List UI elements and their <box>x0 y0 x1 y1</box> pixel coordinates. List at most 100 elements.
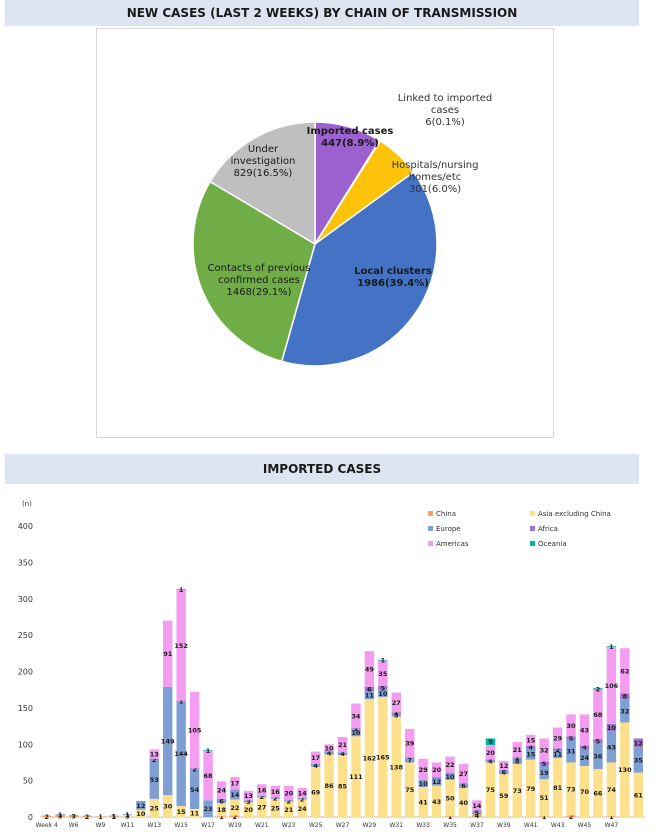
bar-segment <box>552 750 563 759</box>
bar-segment <box>378 660 388 687</box>
bar-data-label: 2 <box>286 797 291 805</box>
bar-segment <box>284 801 294 817</box>
pie-label: Under investigation 829(16.5%) <box>231 144 296 179</box>
pie-label-name: Under <box>248 144 279 155</box>
bar-data-label: 6 <box>367 685 372 693</box>
bar-data-label: 162 <box>363 755 377 763</box>
bar-data-label: 4 <box>528 744 533 752</box>
bar-segment <box>391 716 401 817</box>
bar-data-label: 1 <box>394 709 399 717</box>
bar-segment <box>606 731 617 763</box>
pie-label-name: Linked to imported <box>398 93 493 104</box>
bar-chart-title: IMPORTED CASES <box>5 454 639 484</box>
bar-segment <box>203 800 213 817</box>
bar-segment <box>526 734 536 746</box>
bar-data-label: 12 <box>634 739 643 747</box>
bar-data-label: 1 <box>206 747 211 755</box>
bar-segment <box>606 646 617 724</box>
x-tick-label: Week 4 <box>36 822 58 829</box>
y-tick-label: 0 <box>28 813 33 822</box>
bar-data-label: 3 <box>246 798 251 806</box>
bar-data-label: 1 <box>609 813 614 821</box>
bar-segment <box>149 758 159 761</box>
bar-segment <box>566 815 576 817</box>
bar-data-label: 35 <box>634 756 644 764</box>
y-tick-label: 50 <box>23 777 33 786</box>
bar-segment <box>55 814 65 815</box>
bar-segment <box>149 749 159 759</box>
bar-data-label: 2 <box>152 756 157 764</box>
bar-data-label: 22 <box>446 761 455 769</box>
bar-segment <box>351 728 361 729</box>
legend-label: Africa <box>538 525 558 533</box>
y-tick-label: 300 <box>18 595 33 604</box>
bar-data-label: 1 <box>125 811 130 819</box>
bar-data-label: 2 <box>85 813 90 821</box>
bar-data-label: 12 <box>432 778 441 786</box>
bar-segment <box>485 744 496 760</box>
legend-label: China <box>436 510 456 518</box>
bar-data-label: 11 <box>365 692 375 700</box>
bar-segment <box>364 686 375 692</box>
bar-segment <box>149 760 159 799</box>
bar-data-label: 15 <box>526 737 536 745</box>
bar-segment <box>526 745 536 749</box>
bar-segment <box>593 768 603 817</box>
bar-data-label: 1 <box>515 754 520 762</box>
bar-data-label: 59 <box>499 792 509 800</box>
bar-segment <box>310 766 321 817</box>
bar-segment <box>472 800 482 811</box>
bar-segment <box>458 763 469 784</box>
bar-data-label: 68 <box>204 772 214 780</box>
bar-data-label: 4 <box>313 762 318 770</box>
bar-data-label: 5 <box>542 760 547 768</box>
bar-data-label: 22 <box>230 804 239 812</box>
bar-data-label: 61 <box>634 791 644 799</box>
x-tick-label: W17 <box>201 822 215 829</box>
bar-segment <box>122 814 133 817</box>
bar-segment <box>324 751 334 755</box>
bar-segment <box>109 816 119 817</box>
pie-label-name: Local clusters <box>354 266 432 277</box>
bar-segment <box>310 751 321 764</box>
pie-label-value: 1986(39.4%) <box>357 278 429 289</box>
bar-segment <box>620 722 630 817</box>
bar-segment <box>593 689 603 740</box>
bar-data-label: 3 <box>58 812 63 820</box>
bar-data-label: 10 <box>325 744 335 752</box>
bar-segment <box>55 814 65 817</box>
bar-segment <box>337 736 348 753</box>
bar-data-label: 30 <box>567 722 577 730</box>
bar-data-label: 7 <box>407 756 412 764</box>
legend-label: Oceania <box>538 540 567 548</box>
bar-segment <box>230 799 240 816</box>
x-tick-label: W43 <box>551 822 565 829</box>
bar-segment <box>539 761 549 766</box>
bar-data-label: 12 <box>499 762 508 770</box>
bar-data-label: 5 <box>569 735 574 743</box>
legend-swatch <box>428 511 433 516</box>
bar-segment <box>552 727 563 749</box>
bar-segment <box>620 699 630 723</box>
pie-label-name: homes/etc <box>409 172 462 183</box>
bar-segment <box>163 620 173 687</box>
bar-data-label: 1 <box>219 813 224 821</box>
x-tick-label: W27 <box>336 822 350 829</box>
bar-segment <box>606 723 617 732</box>
bar-data-label: 86 <box>325 782 335 790</box>
y-tick-label: 150 <box>18 704 33 713</box>
bar-data-label: 6 <box>502 768 507 776</box>
pie-label-name: Contacts of previous <box>208 263 311 274</box>
bar-segment <box>445 779 455 817</box>
bar-segment <box>351 736 361 817</box>
bar-segment <box>620 693 630 700</box>
bar-data-label: 13 <box>150 751 159 759</box>
bar-data-label: 24 <box>217 787 227 795</box>
bar-data-label: 1 <box>58 811 63 819</box>
bar-data-label: 165 <box>376 753 390 761</box>
bar-segment <box>364 699 375 817</box>
bar-data-label: 43 <box>607 743 616 751</box>
bar-data-label: 73 <box>513 787 522 795</box>
pie-slice <box>280 171 438 367</box>
